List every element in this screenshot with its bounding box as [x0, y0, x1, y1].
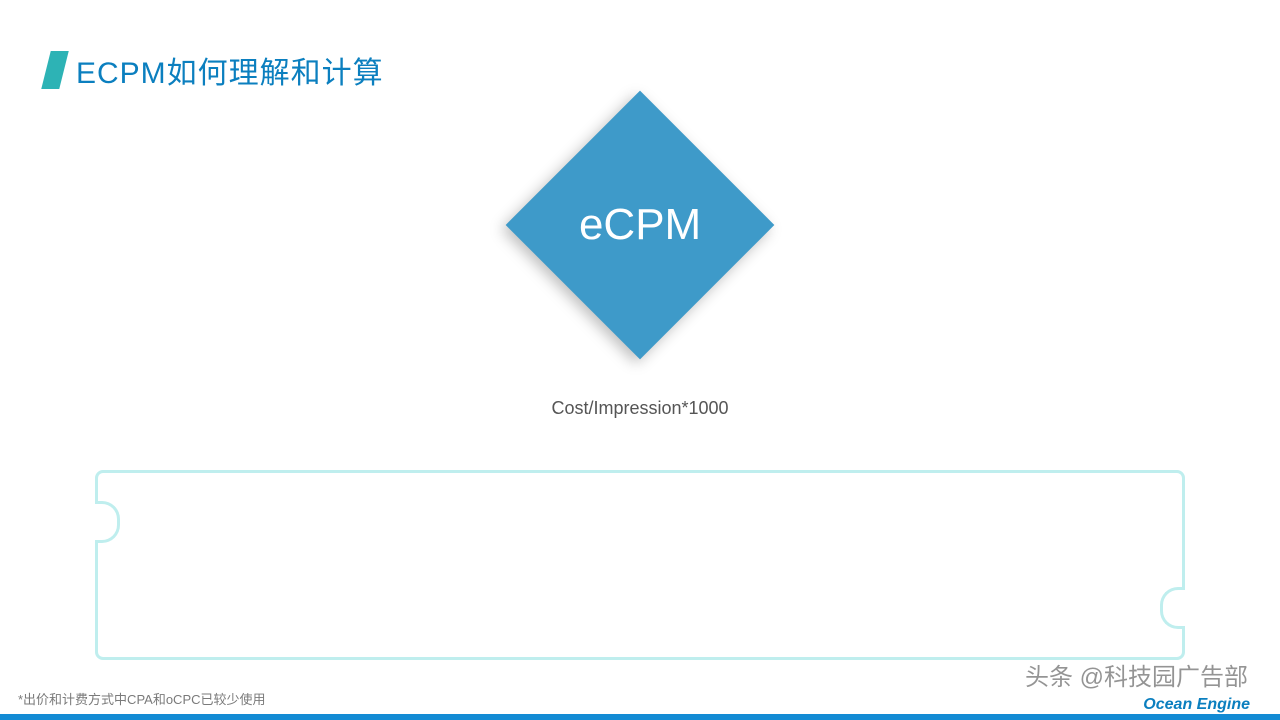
formula-row: eCPM Cost/Impression*1000	[0, 130, 1280, 419]
notes-panel	[95, 470, 1185, 660]
diamond-label: eCPM	[579, 200, 701, 250]
brand-logo-text: Ocean Engine	[1143, 696, 1250, 714]
title-marker-icon	[41, 51, 68, 89]
page-title: ECPM如何理解和计算	[76, 48, 384, 92]
diamond-ecpm: eCPM	[506, 91, 775, 360]
formula-term-ecpm: eCPM Cost/Impression*1000	[545, 130, 735, 419]
term-sublabel: Cost/Impression*1000	[551, 398, 728, 419]
page-title-row: ECPM如何理解和计算	[46, 48, 384, 92]
watermark-text: 头条 @科技园广告部	[1025, 657, 1248, 692]
footnote-text: *出价和计费方式中CPA和oCPC已较少使用	[18, 689, 266, 708]
bottom-accent-bar	[0, 714, 1280, 720]
